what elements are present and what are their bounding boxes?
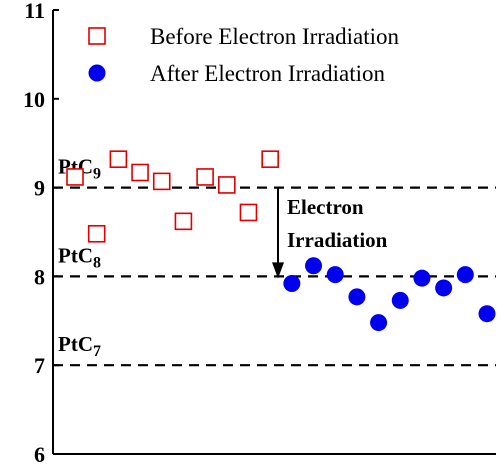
point-after-irradiation: [478, 305, 496, 323]
legend-marker-before: [88, 27, 106, 45]
point-before-irradiation: [87, 224, 106, 243]
point-before-irradiation: [109, 150, 128, 168]
reference-label-ptc8: PtC8: [58, 243, 101, 271]
point-after-irradiation: [370, 314, 388, 332]
point-after-irradiation: [413, 269, 431, 287]
y-tick-label: 7: [34, 353, 45, 378]
point-after-irradiation: [435, 279, 453, 297]
legend-entry-label: Before Electron Irradiation: [150, 24, 400, 49]
reference-label-sub: 7: [93, 343, 101, 360]
annotation-line-2: Irradiation: [287, 228, 388, 252]
point-before-irradiation: [239, 203, 258, 222]
y-tick-label: 6: [34, 442, 45, 464]
y-tick-label: 8: [34, 264, 45, 289]
reference-label-main: PtC: [58, 332, 93, 356]
point-before-irradiation: [131, 163, 149, 182]
y-tick-label: 10: [23, 87, 45, 112]
reference-label-sub: 8: [93, 254, 101, 271]
point-after-irradiation: [348, 288, 366, 306]
reference-label-main: PtC: [58, 243, 93, 267]
point-after-irradiation: [283, 275, 301, 293]
y-tick-label: 9: [34, 176, 45, 201]
data-points: [66, 150, 496, 332]
legend: Before Electron Irradiation After Electro…: [88, 24, 400, 86]
y-tick-label: 11: [24, 0, 45, 23]
axes: 6 7 8 9 10 11: [23, 0, 496, 464]
point-before-irradiation: [261, 150, 279, 168]
legend-entry-label: After Electron Irradiation: [150, 61, 385, 86]
point-after-irradiation: [391, 291, 409, 309]
annotation-line-1: Electron: [287, 195, 364, 219]
point-before-irradiation: [217, 176, 236, 194]
irradiation-arrow-head: [272, 262, 284, 279]
point-before-irradiation: [174, 212, 193, 231]
irradiation-annotation: Electron Irradiation: [272, 187, 388, 279]
point-before-irradiation: [66, 168, 84, 186]
legend-marker-after: [88, 64, 106, 82]
point-after-irradiation: [305, 257, 323, 275]
point-before-irradiation: [196, 168, 214, 186]
reference-label-ptc7: PtC7: [58, 332, 101, 360]
point-after-irradiation: [456, 266, 474, 284]
point-before-irradiation: [152, 172, 171, 191]
reference-label-sub: 9: [93, 166, 101, 183]
point-after-irradiation: [326, 266, 344, 284]
